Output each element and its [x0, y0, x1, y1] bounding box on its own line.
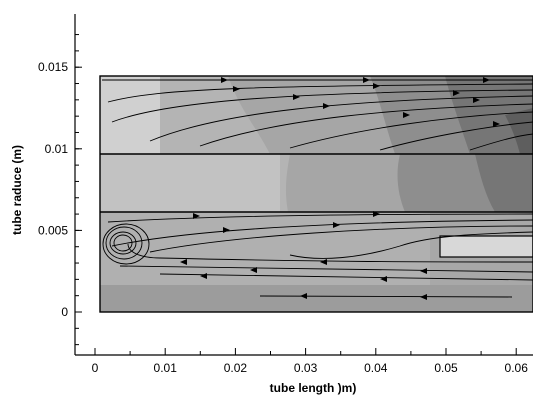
x-tick-label: 0.05 — [434, 361, 458, 375]
y-tick-label: 0.005 — [38, 223, 68, 237]
axis-ticks — [75, 34, 517, 355]
arrow — [373, 211, 380, 217]
arrow — [193, 213, 200, 219]
streamline — [149, 225, 533, 253]
streamline — [379, 121, 533, 151]
contour-band-light — [100, 76, 160, 154]
arrow — [180, 259, 187, 265]
contour-band-darkest — [505, 108, 533, 154]
y-tick-label: 0 — [61, 305, 68, 319]
arrow — [320, 259, 327, 265]
streamline — [159, 273, 533, 281]
arrow — [380, 276, 387, 282]
eddy-streamline — [109, 231, 137, 255]
streamline — [469, 133, 533, 151]
arrow — [323, 103, 330, 109]
y-tick-label: 0.015 — [38, 60, 68, 74]
x-axis-label: tube length )m) — [270, 381, 357, 395]
x-tick-label: 0.04 — [364, 361, 388, 375]
streamline — [259, 295, 513, 298]
streamline — [199, 103, 533, 147]
x-tick-label: 0.01 — [154, 361, 178, 375]
streamline — [289, 111, 533, 149]
arrow — [483, 77, 490, 83]
streamline — [149, 95, 533, 142]
axes — [74, 14, 533, 356]
arrow — [403, 112, 410, 118]
insert-block — [439, 235, 533, 258]
axis-tick-labels: 0 0.01 0.02 0.03 0.04 0.05 0.06 0 0.005 0.01 0.015 — [38, 60, 528, 375]
region-boundaries — [99, 75, 533, 313]
x-tick-label: 0.03 — [294, 361, 318, 375]
contour-band-light — [100, 154, 280, 212]
arrow — [493, 121, 500, 127]
arrow — [200, 273, 207, 279]
eddy-streamline — [113, 234, 133, 252]
arrow — [420, 294, 427, 300]
arrow — [223, 227, 230, 233]
arrow — [333, 222, 340, 228]
streamline — [127, 243, 533, 263]
x-tick-label: 0.06 — [505, 361, 529, 375]
arrow — [373, 83, 380, 89]
streamline — [289, 231, 533, 259]
x-tick-label: 0.02 — [224, 361, 248, 375]
y-tick-label: 0.01 — [45, 142, 69, 156]
arrow — [473, 97, 480, 103]
arrow — [453, 90, 460, 96]
arrow — [250, 267, 257, 273]
eddy-streamline — [102, 223, 150, 265]
streamline — [111, 219, 533, 247]
arrow — [221, 77, 228, 83]
x-tick-label: 0 — [92, 361, 99, 375]
arrow — [233, 86, 240, 92]
domain-outline — [99, 75, 533, 313]
arrow — [363, 77, 370, 83]
streamline-arrows — [180, 77, 500, 300]
arrow — [300, 293, 307, 299]
streamline — [119, 265, 533, 273]
streamline — [111, 89, 533, 123]
contour-band-wall — [100, 285, 533, 312]
y-axis-label: tube raduce (m) — [10, 145, 24, 235]
streamlines — [102, 79, 533, 298]
arrow — [293, 94, 300, 100]
streamline — [107, 213, 533, 223]
arrow — [420, 268, 427, 274]
eddy-streamline — [105, 226, 143, 260]
